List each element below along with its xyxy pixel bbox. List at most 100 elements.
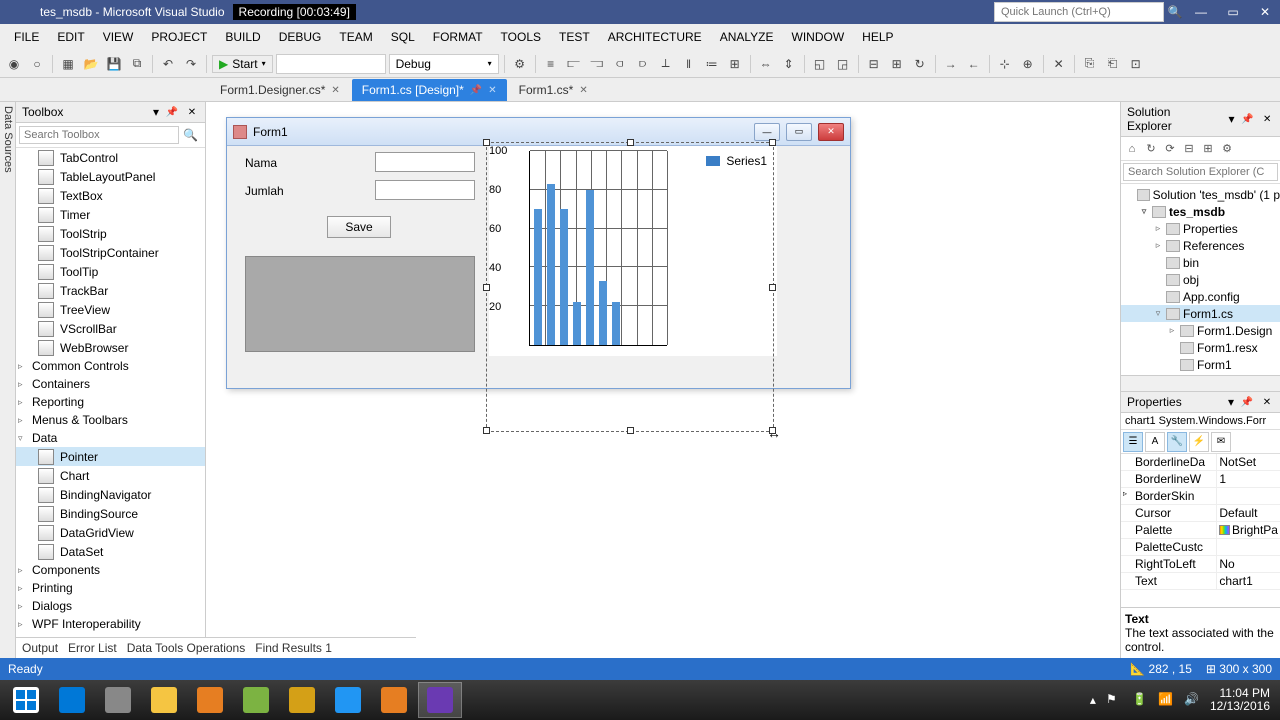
bottom-tab[interactable]: Data Tools Operations [127, 641, 246, 655]
misc-icon[interactable]: ⎗ [1103, 54, 1123, 74]
panel-menu-icon[interactable]: ▾ [1229, 112, 1235, 126]
menu-window[interactable]: WINDOW [784, 26, 853, 48]
toolbox-item[interactable]: TabControl [16, 148, 205, 167]
system-tray[interactable]: ▴ ⚑ 🔋 📶 🔊 11:04 PM12/13/2016 [1090, 687, 1276, 713]
volume-icon[interactable]: 🔊 [1184, 692, 1200, 708]
showall-icon[interactable]: ⊞ [1200, 141, 1216, 157]
properties-grid[interactable]: BorderlineDaNotSetBorderlineW1BorderSkin… [1121, 454, 1280, 607]
panel-menu-icon[interactable]: ▾ [153, 105, 159, 119]
selection-handle[interactable] [769, 284, 776, 291]
selection-handle[interactable] [627, 139, 634, 146]
solution-node[interactable]: Form1.resx [1121, 339, 1280, 356]
new-project-icon[interactable]: ▦ [58, 54, 78, 74]
align-icon[interactable]: ⫍ [564, 54, 584, 74]
size-icon[interactable]: ◲ [833, 54, 853, 74]
property-row[interactable]: BorderlineW1 [1121, 471, 1280, 488]
property-row[interactable]: BorderSkin [1121, 488, 1280, 505]
properties-icon[interactable]: 🔧 [1167, 432, 1187, 452]
selection-handle[interactable] [483, 284, 490, 291]
align-icon[interactable]: ≡ [541, 54, 561, 74]
solution-tree[interactable]: Solution 'tes_msdb' (1 p▿tes_msdb▹Proper… [1121, 184, 1280, 375]
refresh-icon[interactable]: ⟳ [1162, 141, 1178, 157]
toolbox-group[interactable]: Reporting [16, 393, 205, 411]
redo-icon[interactable]: ↷ [181, 54, 201, 74]
form-close-button[interactable]: ✕ [818, 123, 844, 141]
open-icon[interactable]: 📂 [81, 54, 101, 74]
order-icon[interactable]: ⊞ [887, 54, 907, 74]
property-row[interactable]: PaletteCustc [1121, 539, 1280, 556]
toolbox-group[interactable]: Menus & Toolbars [16, 411, 205, 429]
close-icon[interactable]: ✕ [1260, 397, 1274, 408]
data-sources-tab[interactable]: Data Sources [0, 102, 16, 658]
toolbox-item[interactable]: TrackBar [16, 281, 205, 300]
nav-fwd-icon[interactable]: ○ [27, 54, 47, 74]
panel-menu-icon[interactable]: ▾ [1228, 395, 1234, 409]
categorized-icon[interactable]: ☰ [1123, 432, 1143, 452]
save-icon[interactable]: 💾 [104, 54, 124, 74]
chart-control[interactable]: Series1 20406080100 [489, 146, 777, 356]
maximize-button[interactable]: ▭ [1218, 2, 1248, 22]
menu-debug[interactable]: DEBUG [271, 26, 330, 48]
taskbar-app[interactable] [96, 682, 140, 718]
close-button[interactable]: ✕ [1250, 2, 1280, 22]
toolbox-item[interactable]: TreeView [16, 300, 205, 319]
toolbox-item[interactable]: Pointer [16, 447, 205, 466]
search-icon[interactable]: 🔍 [179, 126, 202, 144]
toolbox-item[interactable]: ToolStrip [16, 224, 205, 243]
solution-node[interactable]: Solution 'tes_msdb' (1 p [1121, 186, 1280, 203]
quick-launch-input[interactable] [994, 2, 1164, 22]
selection-handle[interactable] [627, 427, 634, 434]
spacing-icon[interactable]: ⇔ [756, 54, 776, 74]
pin-icon[interactable]: 📌 [165, 107, 179, 118]
form-window[interactable]: Form1 — ▭ ✕ Nama Jumlah Save Series1 [226, 117, 851, 389]
menu-help[interactable]: HELP [854, 26, 901, 48]
menu-file[interactable]: FILE [6, 26, 47, 48]
order-icon[interactable]: ↻ [910, 54, 930, 74]
grid-icon[interactable]: ⊕ [1018, 54, 1038, 74]
toolbox-item[interactable]: BindingSource [16, 504, 205, 523]
nav-back-icon[interactable]: ◉ [4, 54, 24, 74]
pin-icon[interactable]: 📌 [1241, 114, 1255, 125]
solution-node[interactable]: App.config [1121, 288, 1280, 305]
close-icon[interactable]: ✕ [1260, 114, 1274, 125]
search-icon[interactable]: 🔍 [1166, 5, 1184, 19]
document-tab[interactable]: Form1.cs [Design]*📌✕ [352, 79, 507, 101]
start-button[interactable]: ▶Start▾ [212, 55, 273, 73]
form-minimize-button[interactable]: — [754, 123, 780, 141]
misc-icon[interactable]: ✕ [1049, 54, 1069, 74]
menu-build[interactable]: BUILD [217, 26, 268, 48]
messages-icon[interactable]: ✉ [1211, 432, 1231, 452]
pin-icon[interactable]: 📌 [1240, 397, 1254, 408]
network-icon[interactable]: 📶 [1158, 692, 1174, 708]
align-icon[interactable]: ‖ [679, 54, 699, 74]
sync-icon[interactable]: ↻ [1143, 141, 1159, 157]
tray-icon[interactable]: ⚑ [1106, 692, 1122, 708]
menu-analyze[interactable]: ANALYZE [712, 26, 782, 48]
menu-team[interactable]: TEAM [331, 26, 380, 48]
solution-search-input[interactable] [1123, 163, 1278, 181]
toolbox-item[interactable]: ToolTip [16, 262, 205, 281]
menu-view[interactable]: VIEW [95, 26, 142, 48]
menu-tools[interactable]: TOOLS [493, 26, 549, 48]
align-icon[interactable]: ⫏ [610, 54, 630, 74]
toolbox-item[interactable]: DataSet [16, 542, 205, 561]
align-icon[interactable]: ⟂ [656, 54, 676, 74]
property-row[interactable]: RightToLeftNo [1121, 556, 1280, 573]
solution-node[interactable]: bin [1121, 254, 1280, 271]
form-maximize-button[interactable]: ▭ [786, 123, 812, 141]
toolbox-group[interactable]: WPF Interoperability [16, 615, 205, 633]
tab-icon[interactable]: ← [964, 54, 984, 74]
taskbar-app[interactable] [50, 682, 94, 718]
properties-icon[interactable]: ⚙ [1219, 141, 1235, 157]
taskbar-app[interactable] [372, 682, 416, 718]
menu-format[interactable]: FORMAT [425, 26, 491, 48]
toolbox-item[interactable]: BindingNavigator [16, 485, 205, 504]
taskbar-app[interactable] [142, 682, 186, 718]
solution-node[interactable]: ▹Form1.Design [1121, 322, 1280, 339]
property-row[interactable]: Textchart1 [1121, 573, 1280, 590]
toolbox-group[interactable]: Dialogs [16, 597, 205, 615]
minimize-button[interactable]: — [1186, 2, 1216, 22]
solution-node[interactable]: obj [1121, 271, 1280, 288]
misc-icon[interactable]: ⊡ [1126, 54, 1146, 74]
config-combo[interactable]: Debug▾ [389, 54, 499, 74]
